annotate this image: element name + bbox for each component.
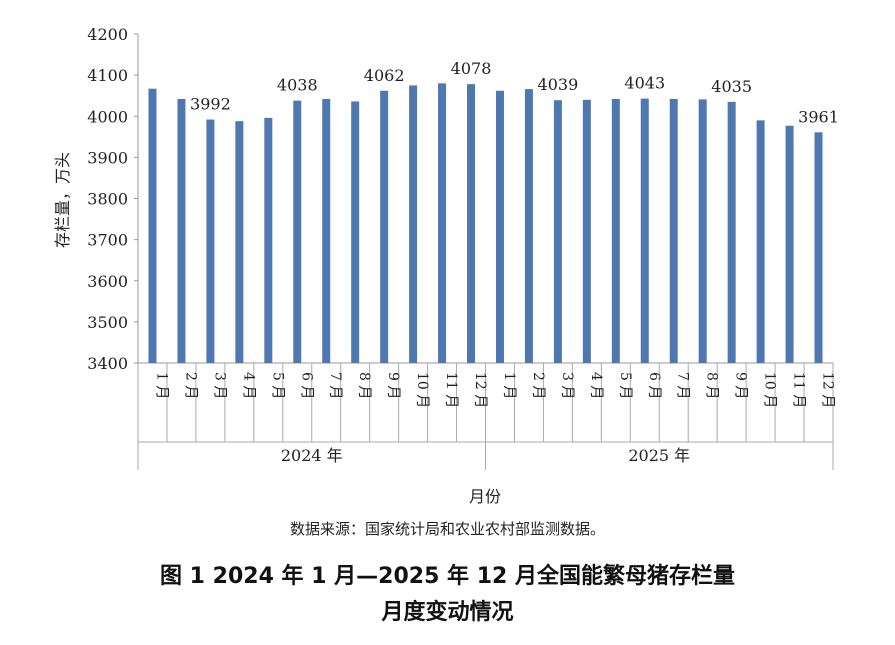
data-label: 4039 [538,75,579,94]
x-category-label: 10 月 [414,372,430,408]
x-category-label: 4 月 [588,372,604,399]
x-category-label: 3 月 [559,372,575,399]
bar [611,98,620,363]
data-label: 4078 [451,59,492,78]
bar [582,99,591,364]
x-category-label: 1 月 [153,372,169,399]
data-labels: 3992 4038 4062 4078 4039 4043 4035 3961 [190,59,839,126]
x-category-label: 7 月 [327,372,343,399]
bar [756,120,765,363]
bar [264,117,273,364]
bar [438,83,447,363]
x-category-label: 12 月 [472,372,488,408]
y-axis-title: 存栏量，万头 [53,152,72,248]
bar [524,89,533,364]
y-tick-label: 4100 [87,66,128,85]
x-category-label: 7 月 [675,372,691,399]
bar [235,121,244,363]
bar [495,90,504,363]
data-label: 4043 [624,74,665,93]
x-category-label: 1 月 [501,372,517,399]
chart-axes [134,33,834,470]
data-label: 4035 [711,77,752,96]
bar [467,84,476,364]
y-tick-label: 4000 [87,107,128,126]
x-category-label: 3 月 [211,372,227,399]
bar [409,85,418,363]
bar [351,101,360,363]
bar [553,100,562,364]
x-axis-categories: 1 月 2 月 3 月 4 月 5 月 6 月 7 月 8 月 9 月 10 月 11 月 12 月 2… [153,372,835,465]
x-category-label: 5 月 [269,372,285,399]
x-category-label: 6 月 [298,372,314,399]
bar [293,100,302,363]
x-category-label: 6 月 [646,372,662,399]
x-category-label: 2 月 [182,372,198,399]
x-group-label: 2024 年 [281,446,343,465]
x-category-label: 8 月 [356,372,372,399]
y-tick-label: 3800 [87,190,128,209]
bar [698,99,707,364]
y-axis-ticks: 3400 3500 3600 3700 3800 3900 4000 4100 4200 [87,25,128,373]
x-category-label: 8 月 [704,372,720,399]
bar-chart: 3400 3500 3600 3700 3800 3900 4000 4100 4200 399… [53,25,839,506]
data-label: 4038 [277,76,318,95]
x-axis-title: 月份 [469,487,501,506]
x-category-label: 12 月 [820,372,836,408]
bar [380,90,389,363]
x-category-label: 11 月 [443,372,459,408]
bars [148,83,823,364]
data-label: 4062 [364,66,405,85]
bar [177,98,186,363]
x-category-label: 2 月 [530,372,546,399]
y-tick-label: 3600 [87,272,128,291]
data-label: 3992 [190,95,231,114]
bar [322,98,331,363]
bar [148,88,157,363]
x-category-label: 9 月 [385,372,401,399]
bar [206,119,215,363]
figure-caption-line2: 月度变动情况 [381,600,514,625]
bar [785,125,794,364]
figure-caption-line1: 图 1 2024 年 1 月—2025 年 12 月全国能繁母猪存栏量 [160,564,735,589]
x-group-label: 2025 年 [628,446,690,465]
y-tick-label: 3400 [87,354,128,373]
bar [814,132,823,363]
bar [640,98,649,363]
bar [727,101,736,363]
source-note: 数据来源：国家统计局和农业农村部监测数据。 [289,520,605,538]
bar [669,98,678,363]
x-category-label: 9 月 [733,372,749,399]
y-tick-label: 3700 [87,231,128,250]
y-tick-label: 3500 [87,313,128,332]
x-category-label: 11 月 [791,372,807,408]
x-category-label: 10 月 [762,372,778,408]
y-tick-label: 3900 [87,148,128,167]
y-tick-label: 4200 [87,25,128,44]
x-category-label: 5 月 [617,372,633,399]
x-category-label: 4 月 [240,372,256,399]
data-label: 3961 [798,107,839,126]
